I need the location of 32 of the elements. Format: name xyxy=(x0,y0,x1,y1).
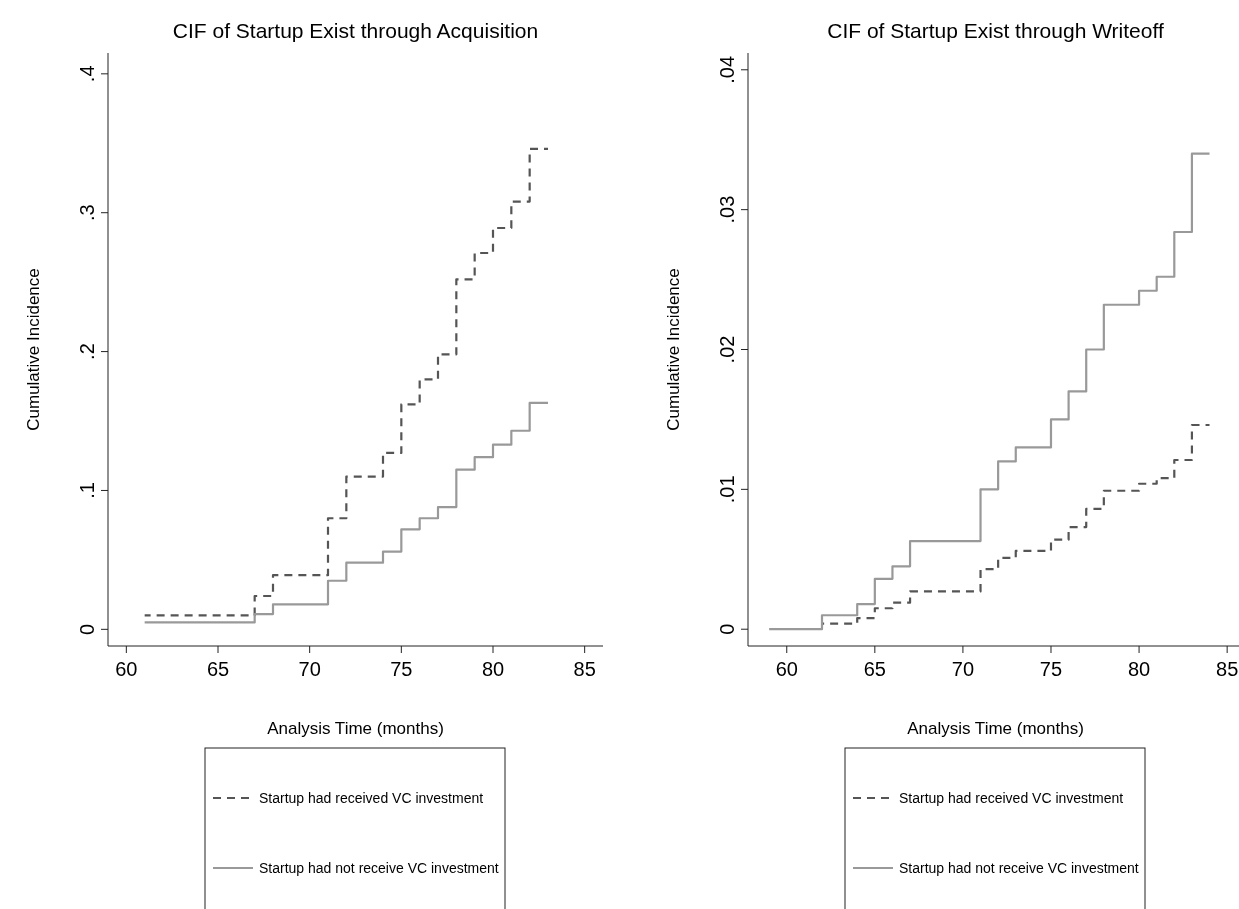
x-axis-title: Analysis Time (months) xyxy=(267,719,444,738)
legend-label: Startup had received VC investment xyxy=(259,790,484,806)
x-tick-label: 60 xyxy=(115,658,138,680)
x-tick-label: 75 xyxy=(390,658,413,680)
y-tick-label: .01 xyxy=(716,475,738,504)
legend-label: Startup had received VC investment xyxy=(899,790,1124,806)
y-tick-label: .03 xyxy=(716,195,738,224)
y-tick-label: .1 xyxy=(76,482,98,499)
y-tick-label: .3 xyxy=(76,204,98,222)
y-tick-label: .04 xyxy=(716,55,738,84)
chart-title: CIF of Startup Exist through Writeoff xyxy=(827,19,1164,42)
y-tick-label: .4 xyxy=(76,65,98,83)
x-tick-label: 65 xyxy=(206,658,230,680)
x-tick-label: 80 xyxy=(1127,658,1151,680)
x-tick-label: 85 xyxy=(573,658,596,680)
x-tick-label: 70 xyxy=(298,658,321,680)
y-tick-label: .2 xyxy=(76,343,98,360)
x-tick-label: 80 xyxy=(481,658,505,680)
x-tick-label: 60 xyxy=(775,658,798,680)
x-tick-label: 75 xyxy=(1039,658,1063,680)
y-axis-title: Cumulative Incidence xyxy=(664,268,683,431)
legend-label: Startup had not receive VC investment xyxy=(899,860,1139,876)
y-tick-label: .02 xyxy=(716,335,738,364)
x-tick-label: 85 xyxy=(1216,658,1239,680)
y-tick-label: 0 xyxy=(716,623,738,635)
x-tick-label: 65 xyxy=(863,658,886,680)
chart-title: CIF of Startup Exist through Acquisition xyxy=(172,19,539,42)
x-tick-label: 70 xyxy=(951,658,975,680)
y-tick-label: 0 xyxy=(76,623,98,635)
y-axis-title: Cumulative Incidence xyxy=(24,268,43,431)
legend-label: Startup had not receive VC investment xyxy=(259,860,499,876)
x-axis-title: Analysis Time (months) xyxy=(907,719,1084,738)
